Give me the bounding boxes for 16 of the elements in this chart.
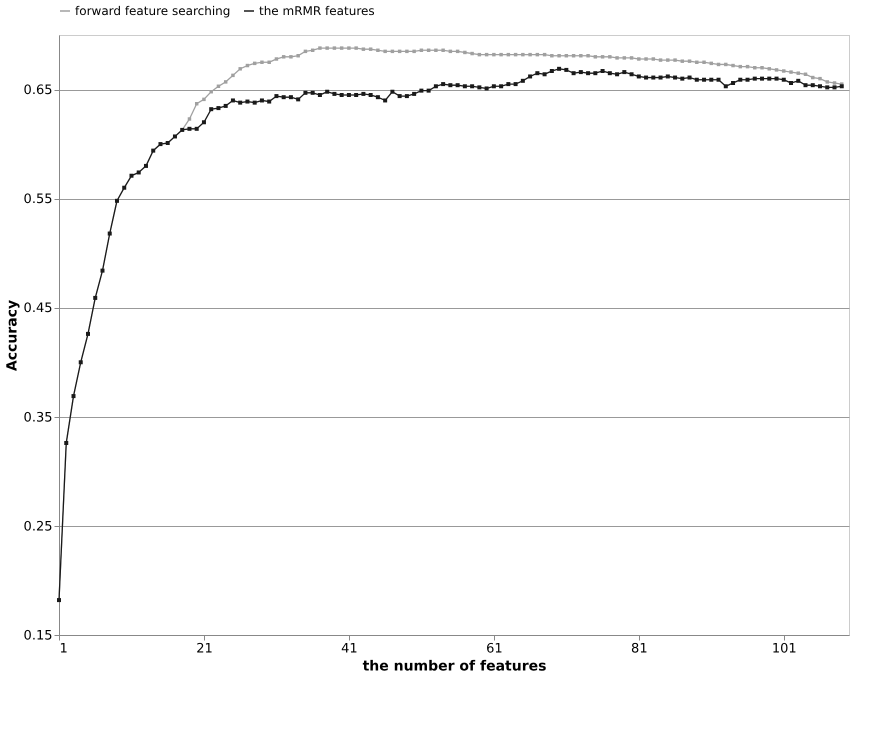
y-tick-label: 0.35 bbox=[24, 410, 52, 426]
x-tick-label: 61 bbox=[486, 642, 503, 656]
x-tick-label: 21 bbox=[196, 642, 213, 656]
y-tick-label: 0.65 bbox=[24, 83, 52, 98]
y-axis-title: Accuracy bbox=[4, 300, 21, 372]
legend-label: forward feature searching bbox=[75, 4, 230, 18]
y-tick-label: 0.55 bbox=[24, 192, 52, 208]
legend-label: the mRMR features bbox=[259, 4, 375, 18]
x-tick-label: 1 bbox=[60, 642, 68, 656]
x-axis-title: the number of features bbox=[362, 658, 546, 674]
x-tick-label: 101 bbox=[772, 642, 797, 656]
y-tick-label: 0.15 bbox=[24, 628, 52, 644]
x-tick-label: 81 bbox=[631, 642, 648, 656]
x-tick-label: 41 bbox=[341, 642, 358, 656]
y-tick-label: 0.25 bbox=[24, 519, 52, 534]
y-tick-label: 0.45 bbox=[24, 301, 52, 316]
